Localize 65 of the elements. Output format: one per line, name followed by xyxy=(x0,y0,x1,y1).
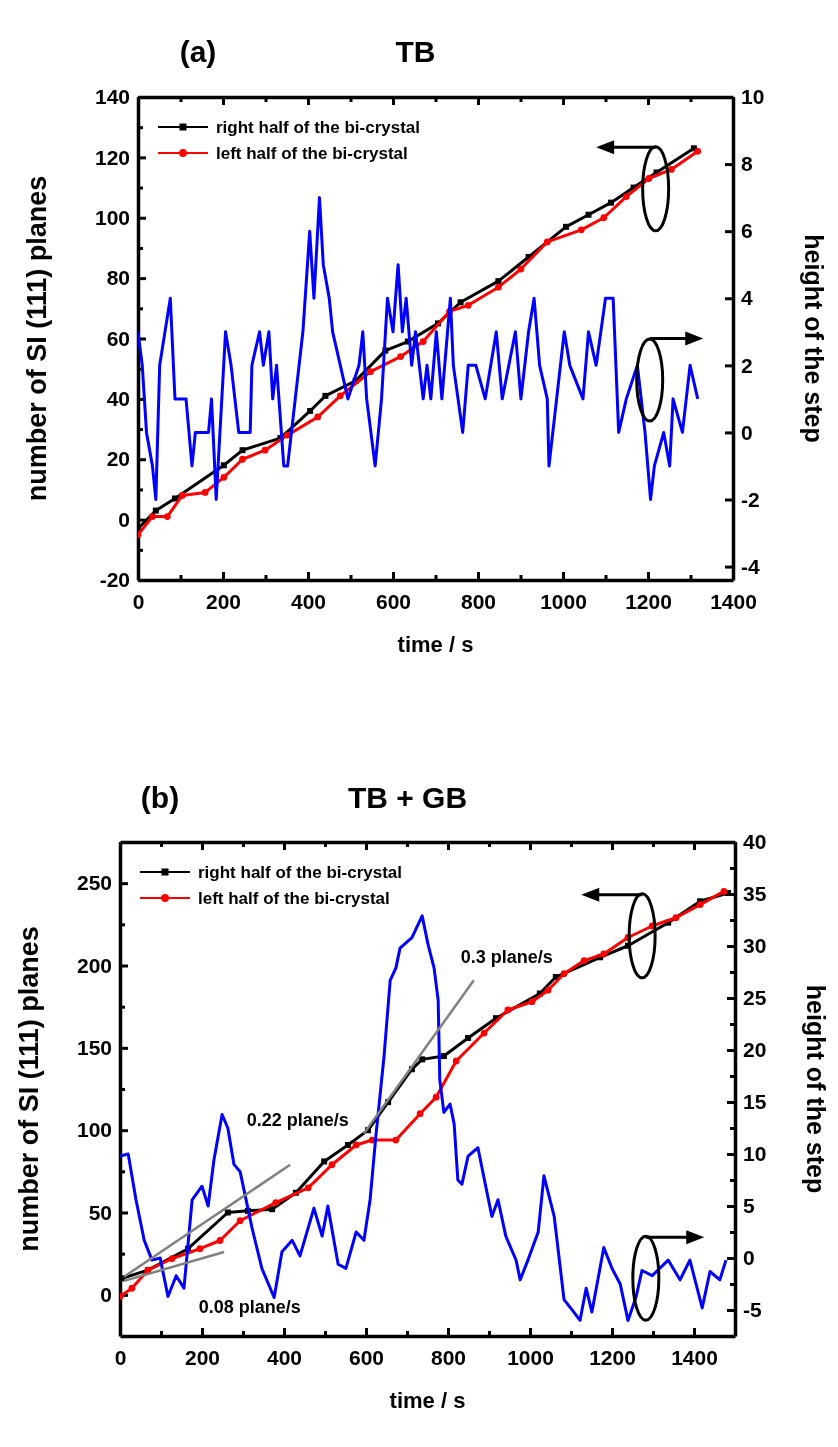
y-tick-label: 0 xyxy=(100,1283,112,1307)
y-axis-title: number of SI (111) planes xyxy=(14,926,44,1252)
x-tick-label: 200 xyxy=(184,1345,221,1369)
x-tick-label: 1200 xyxy=(589,1345,636,1369)
y2-tick-label: 0 xyxy=(741,420,753,444)
y-tick-label: 200 xyxy=(76,953,112,977)
y-tick-label: -20 xyxy=(99,568,130,592)
x-tick-label: 200 xyxy=(205,589,242,613)
x-tick-label: 600 xyxy=(375,589,412,613)
y-tick-label: 60 xyxy=(106,326,130,350)
legend-label: right half of the bi-crystal xyxy=(198,862,403,882)
x-axis-title: time / s xyxy=(397,632,474,657)
x-tick-label: 400 xyxy=(266,1345,303,1369)
y2-tick-label: 20 xyxy=(743,1038,767,1062)
legend-label: right half of the bi-crystal xyxy=(216,117,421,137)
text: (a) xyxy=(179,35,217,68)
annotation: 0.3 plane/s xyxy=(460,947,553,968)
y-axis-title: number of SI (111) planes xyxy=(22,175,52,502)
x-tick-label: 1200 xyxy=(625,589,672,613)
y-tick-label: 100 xyxy=(94,205,130,229)
y2-tick-label: 35 xyxy=(743,882,767,906)
y2-axis-title: height of the step xyxy=(800,234,828,443)
x-tick-label: 1000 xyxy=(540,589,587,613)
y2-tick-label: -2 xyxy=(741,487,760,511)
annotation: 0.22 plane/s xyxy=(246,1110,349,1131)
y-tick-label: 40 xyxy=(106,387,130,411)
y2-tick-label: 4 xyxy=(741,286,753,310)
text: (b) xyxy=(140,781,180,814)
y2-tick-label: -5 xyxy=(743,1298,762,1322)
x-tick-label: 0 xyxy=(132,589,145,613)
y-tick-label: 250 xyxy=(76,871,112,895)
y-tick-label: 140 xyxy=(94,85,130,109)
x-tick-label: 800 xyxy=(460,589,497,613)
legend-label: left half of the bi-crystal xyxy=(216,143,408,163)
y2-tick-label: 2 xyxy=(741,353,753,377)
y-tick-label: 120 xyxy=(94,145,130,169)
y2-tick-label: 0 xyxy=(743,1246,755,1270)
y2-tick-label: 15 xyxy=(743,1090,767,1114)
y2-tick-label: 8 xyxy=(741,152,753,176)
y2-tick-label: 10 xyxy=(743,1142,767,1166)
y-tick-label: 100 xyxy=(76,1118,112,1142)
chart-title: TB xyxy=(395,35,436,68)
y-tick-label: 80 xyxy=(106,266,130,290)
y-tick-label: 20 xyxy=(106,447,130,471)
y2-tick-label: 40 xyxy=(743,830,767,854)
y2-tick-label: 30 xyxy=(743,934,767,958)
y2-tick-label: 25 xyxy=(743,986,767,1010)
y2-tick-label: 10 xyxy=(741,85,765,109)
x-tick-label: 1400 xyxy=(710,589,757,613)
x-tick-label: 400 xyxy=(290,589,327,613)
annotation: 0.08 plane/s xyxy=(198,1296,301,1317)
y2-axis-title: height of the step xyxy=(802,984,830,1194)
y-tick-label: 150 xyxy=(76,1036,112,1060)
x-tick-label: 800 xyxy=(430,1345,467,1369)
y2-tick-label: 5 xyxy=(743,1194,755,1218)
x-tick-label: 600 xyxy=(348,1345,385,1369)
legend-label: left half of the bi-crystal xyxy=(198,888,390,908)
y2-tick-label: 6 xyxy=(741,219,753,243)
y-tick-label: 50 xyxy=(88,1200,112,1224)
y-tick-label: 0 xyxy=(118,507,130,531)
x-tick-label: 1000 xyxy=(507,1345,554,1369)
y2-tick-label: -4 xyxy=(741,554,760,578)
chart-title: TB + GB xyxy=(347,781,468,814)
x-axis-title: time / s xyxy=(389,1388,466,1413)
x-tick-label: 1400 xyxy=(671,1345,718,1369)
